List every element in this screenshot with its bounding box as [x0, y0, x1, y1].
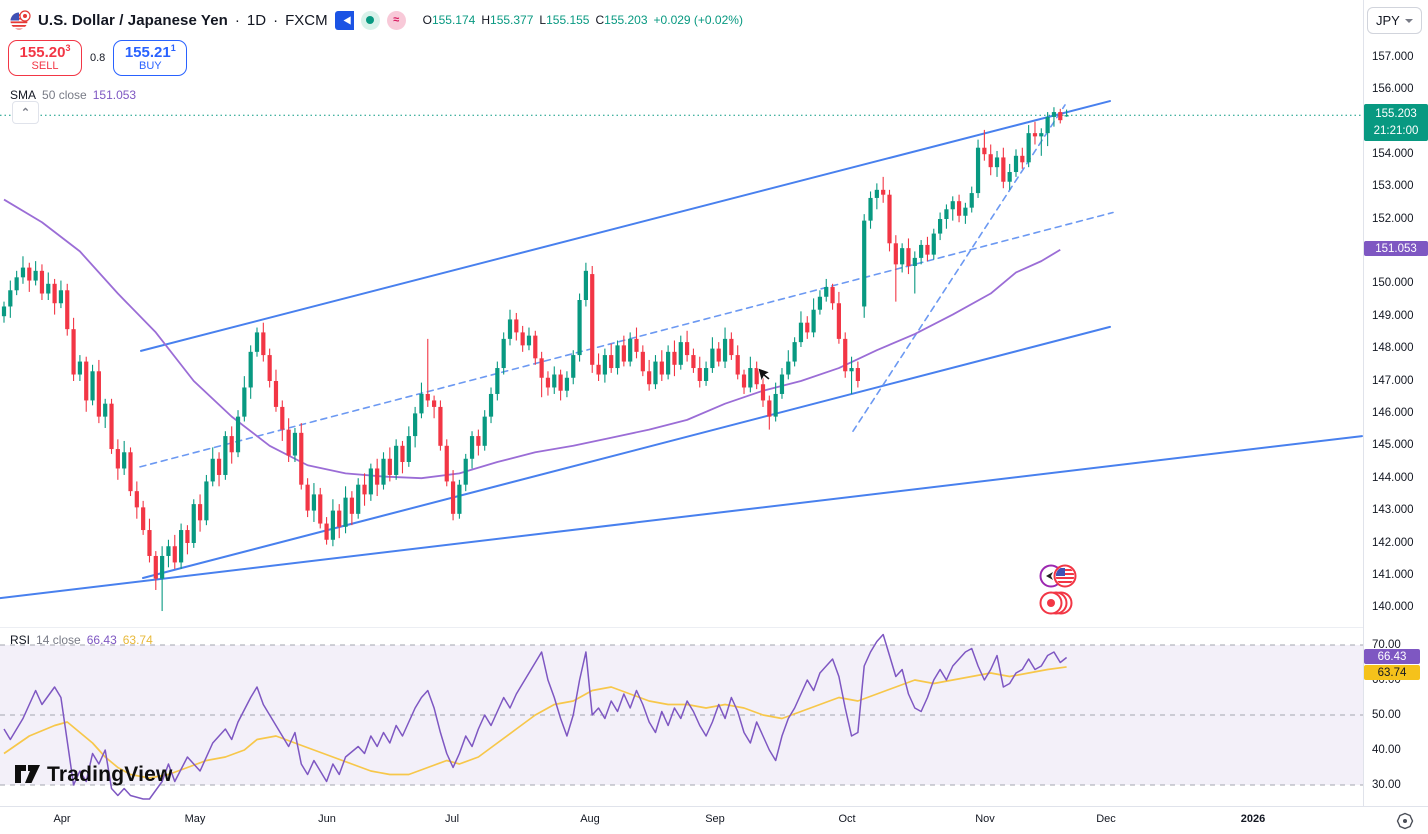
price-tick: 150.000 [1372, 277, 1414, 290]
collapse-pane-button[interactable]: ⌃ [12, 101, 39, 124]
sma-price-label: 151.053 [1364, 241, 1428, 256]
trade-panel: 155.203 SELL 0.8 155.211 BUY [8, 40, 188, 76]
price-tick: 156.000 [1372, 82, 1414, 95]
price-tick: 144.000 [1372, 471, 1414, 484]
fxcm-logo-icon [334, 10, 354, 30]
ohlc-values: O155.174 H155.377 L155.155 C155.203 +0.0… [422, 13, 743, 27]
bar-countdown: 21:21:00 [1373, 124, 1419, 137]
tradingview-logo[interactable]: TradingView [14, 762, 173, 787]
symbol-title[interactable]: U.S. Dollar / Japanese Yen [38, 11, 228, 29]
price-tick: 149.000 [1372, 309, 1414, 322]
price-tick: 145.000 [1372, 439, 1414, 452]
ideas-icon[interactable]: ≈ [386, 10, 406, 30]
sma-value: 151.053 [92, 88, 137, 102]
current-price-label: 155.203 21:21:00 [1364, 104, 1428, 142]
price-tick: 153.000 [1372, 180, 1414, 193]
spread-value: 0.8 [90, 52, 106, 64]
time-axis-label: Nov [975, 813, 995, 825]
time-axis-border [0, 806, 1428, 807]
price-tick: 141.000 [1372, 568, 1414, 581]
price-tick: 147.000 [1372, 374, 1414, 387]
price-tick: 157.000 [1372, 50, 1414, 63]
time-axis-label: Aug [580, 813, 600, 825]
mouse-cursor [757, 367, 771, 389]
change-value: +0.029 (+0.02%) [653, 13, 743, 27]
time-axis-label: Sep [705, 813, 725, 825]
rsi-ma-axis-label: 63.74 [1364, 665, 1420, 680]
sma-legend[interactable]: SMA 50 close 151.053 [10, 88, 137, 102]
axis-settings-gear-icon[interactable] [1394, 810, 1416, 832]
close-value: 155.203 [604, 13, 648, 27]
rsi-axis-label: 66.43 [1364, 649, 1420, 664]
price-tick: 143.000 [1372, 504, 1414, 517]
rsi-value: 66.43 [86, 633, 117, 647]
rsi-tick: 40.00 [1372, 743, 1401, 756]
time-axis-label: Apr [53, 813, 71, 825]
separator: · [234, 11, 240, 29]
us-economic-events-icon[interactable] [1039, 563, 1079, 594]
price-tick: 146.000 [1372, 406, 1414, 419]
rsi-tick: 70.00 [1372, 638, 1401, 651]
time-axis-label: Oct [838, 813, 856, 825]
price-tick: 142.000 [1372, 536, 1414, 549]
time-axis-label: Jun [318, 813, 336, 825]
low-value: 155.155 [546, 13, 590, 27]
buy-button[interactable]: 155.211 BUY [113, 40, 188, 76]
symbol-legend[interactable]: U.S. Dollar / Japanese Yen · 1D · FXCM ≈… [10, 8, 743, 32]
chevron-down-icon [1405, 18, 1413, 23]
price-tick: 154.000 [1372, 147, 1414, 160]
pane-divider[interactable] [0, 627, 1363, 628]
tradingview-mark-icon [15, 765, 40, 783]
high-value: 155.377 [490, 13, 534, 27]
japan-economic-events-icon[interactable] [1039, 590, 1079, 621]
price-tick: 152.000 [1372, 212, 1414, 225]
market-status-icon[interactable] [360, 10, 380, 30]
price-tick: 148.000 [1372, 342, 1414, 355]
currency-selector[interactable]: JPY [1367, 7, 1422, 34]
rsi-tick: 50.00 [1372, 708, 1401, 721]
separator: · [273, 11, 279, 29]
rsi-legend[interactable]: RSI 14 close 66.43 63.74 [10, 633, 153, 647]
time-axis-label: Jul [444, 813, 460, 825]
rsi-ma-value: 63.74 [122, 633, 153, 647]
price-axis-border [1363, 0, 1364, 806]
usdjpy-flag-icon [10, 9, 31, 29]
time-axis-label: 2026 [1240, 813, 1266, 825]
sell-button[interactable]: 155.203 SELL [8, 40, 82, 76]
rsi-tick: 30.00 [1372, 778, 1401, 791]
timeframe[interactable]: 1D [246, 11, 267, 29]
price-tick: 140.000 [1372, 601, 1414, 614]
time-axis-label: Dec [1096, 813, 1116, 825]
open-value: 155.174 [431, 13, 476, 27]
exchange[interactable]: FXCM [285, 11, 328, 29]
time-axis-label: May [184, 813, 206, 825]
